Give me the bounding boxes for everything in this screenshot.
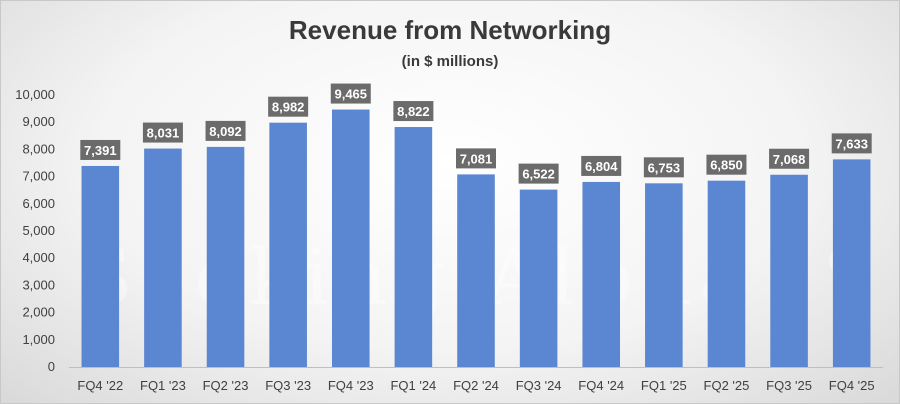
x-tick-label: FQ1 '23 [140,378,186,393]
x-tick-label: FQ2 '24 [453,378,499,393]
x-tick-label: FQ4 '23 [328,378,374,393]
x-tick-label: FQ4 '22 [77,378,123,393]
x-tick-label: FQ4 '25 [829,378,875,393]
data-label: 6,850 [710,158,743,173]
y-tick-label: 10,000 [15,87,55,102]
x-tick-label: FQ3 '23 [265,378,311,393]
data-label-box [205,120,246,141]
bar [645,183,683,367]
data-label: 8,982 [272,100,305,115]
x-tick-label: FQ2 '25 [704,378,750,393]
bar [707,180,746,367]
y-tick-label: 6,000 [22,196,55,211]
bar [832,159,871,367]
data-label-box [330,83,371,104]
y-tick-label: 3,000 [22,277,55,292]
data-label-box [581,155,622,176]
y-tick-label: 9,000 [22,114,55,129]
chart-title: Revenue from Networking [288,15,612,45]
x-tick-label: FQ4 '24 [578,378,624,393]
bar [206,146,245,367]
data-label: 6,753 [648,160,681,175]
data-label-box [769,148,810,169]
bar [144,148,182,367]
data-label: 7,633 [835,136,868,151]
y-tick-label: 0 [48,359,55,374]
y-tick-label: 1,000 [22,332,55,347]
data-label-box [80,139,121,160]
x-tick-label: FQ1 '25 [641,378,687,393]
bar [81,165,120,367]
data-label: 9,465 [334,87,367,102]
bar [269,122,307,367]
x-tick-label: FQ1 '24 [390,378,436,393]
data-label-box [456,148,496,169]
data-label: 6,522 [522,167,555,182]
y-tick-label: 4,000 [22,250,55,265]
data-label: 6,804 [585,159,618,174]
bar [394,127,433,368]
data-label-box [518,163,559,184]
bar [770,174,808,367]
bar [457,174,495,367]
data-label-box [142,122,183,143]
data-label: 8,092 [209,124,242,139]
y-tick-label: 8,000 [22,141,55,156]
x-tick-label: FQ2 '23 [203,378,249,393]
bar [582,181,621,367]
data-label: 8,031 [147,126,180,141]
data-label: 7,068 [773,152,806,167]
bar [331,109,370,367]
x-tick-label: FQ3 '24 [516,378,562,393]
data-label-box [831,133,872,154]
data-label-box [268,96,309,117]
data-label-box [706,154,747,175]
data-label: 7,081 [460,151,493,166]
y-tick-label: 2,000 [22,305,55,320]
data-label: 8,822 [397,104,430,119]
y-tick-label: 5,000 [22,223,55,238]
chart-subtitle: (in $ millions) [401,53,499,70]
data-label: 7,391 [84,143,117,158]
data-label-box [393,101,434,122]
bar [519,189,558,367]
y-tick-label: 7,000 [22,169,55,184]
x-tick-label: FQ3 '25 [766,378,812,393]
data-label-box [643,157,684,178]
